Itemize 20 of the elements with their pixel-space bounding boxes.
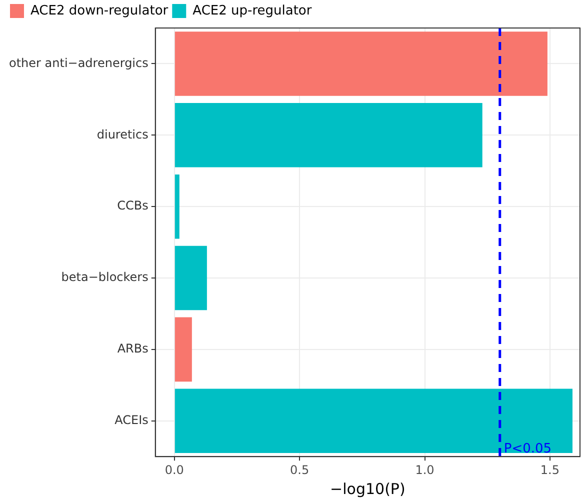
bar (174, 103, 482, 168)
x-tick-label: 0.0 (164, 462, 184, 477)
x-tick-label: 1.5 (540, 462, 560, 477)
y-tick-label: CCBs (117, 198, 148, 213)
y-tick-label: ACEIs (114, 413, 148, 428)
x-tick-label: 1.0 (415, 462, 434, 477)
ref-line-label: P<0.05 (504, 441, 552, 456)
x-axis-title: −log10(P) (330, 480, 406, 498)
bar (174, 32, 548, 96)
bar (174, 317, 192, 382)
y-tick-label: diuretics (96, 127, 148, 142)
bar (174, 174, 180, 239)
y-tick-label: ARBs (117, 342, 148, 356)
legend-label: ACE2 up-regulator (192, 3, 312, 18)
bar (174, 246, 207, 310)
x-tick-label: 0.5 (290, 462, 310, 477)
y-tick-label: other anti−adrenergics (8, 56, 148, 70)
y-tick-label: beta−blockers (61, 270, 148, 284)
legend-label: ACE2 down-regulator (30, 3, 169, 18)
bar (174, 388, 572, 454)
